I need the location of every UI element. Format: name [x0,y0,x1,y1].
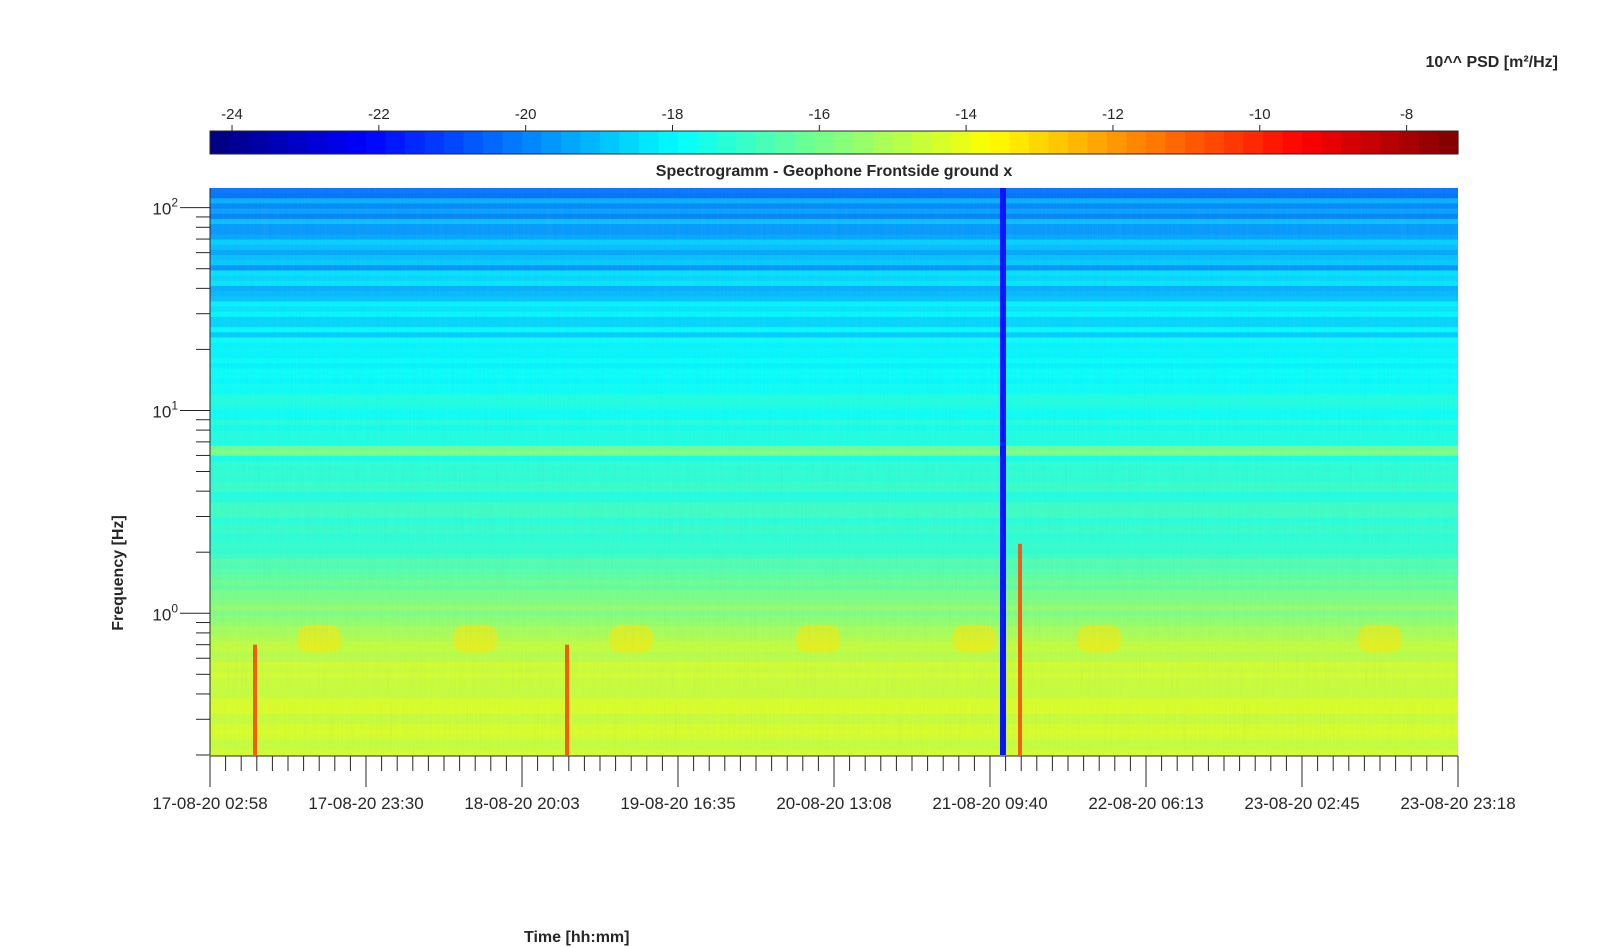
y-tick-label: 100 [152,601,178,624]
colorbar-swatch [229,131,250,154]
colorbar-tick-label: -14 [955,106,977,123]
colorbar-swatch [1282,131,1303,154]
colorbar-swatch [970,131,991,154]
colorbar-swatch [561,131,582,154]
colorbar-swatch [1438,131,1459,154]
colorbar-swatch [502,131,523,154]
x-tick-label: 19-08-20 16:35 [620,794,735,813]
colorbar-swatch [1419,131,1440,154]
y-tick-label: 101 [152,398,178,421]
colorbar-label: 10^^ PSD [m²/Hz] [1425,54,1558,71]
colorbar-swatch [814,131,835,154]
y-tick-label: 102 [152,196,178,219]
colorbar-swatch [366,131,387,154]
colorbar-swatch [424,131,445,154]
colorbar-swatch [1204,131,1225,154]
x-tick-label: 23-08-20 02:45 [1244,794,1359,813]
colorbar-swatch [619,131,640,154]
colorbar-swatch [307,131,328,154]
colorbar: -24 -22 -20 -18 -16 -14 -12 -10 -8 [209,106,1459,155]
x-tick-label: 17-08-20 02:58 [152,794,267,813]
colorbar-swatch [288,131,309,154]
colorbar-swatch [249,131,270,154]
colorbar-tick-label: -18 [662,106,684,123]
colorbar-swatch [385,131,406,154]
colorbar-swatch [873,131,894,154]
colorbar-swatch [1165,131,1186,154]
y-axis-label: Frequency [Hz] [110,515,127,631]
colorbar-swatch [1107,131,1128,154]
colorbar-swatch [912,131,933,154]
colorbar-tick-label: -24 [221,106,243,123]
colorbar-swatch [1185,131,1206,154]
colorbar-swatch [931,131,952,154]
spectrogram-plot [210,188,1458,756]
x-tick-label: 17-08-20 23:30 [308,794,423,813]
colorbar-tick-label: -22 [368,106,390,123]
colorbar-swatch [1068,131,1089,154]
x-tick-label: 18-08-20 20:03 [464,794,579,813]
colorbar-swatch [268,131,289,154]
colorbar-swatch [327,131,348,154]
colorbar-swatch [639,131,660,154]
colorbar-swatch [834,131,855,154]
colorbar-frame [209,130,1459,155]
noise-texture [210,188,1458,755]
chart-title: Spectrogramm - Geophone Frontside ground… [655,163,1013,180]
colorbar-swatch [1224,131,1245,154]
colorbar-swatch [756,131,777,154]
colorbar-swatch [600,131,621,154]
colorbar-tick-label: -10 [1249,106,1271,123]
colorbar-swatch [210,131,231,154]
colorbar-swatch [1263,131,1284,154]
colorbar-swatch [1360,131,1381,154]
colorbar-swatch [717,131,738,154]
colorbar-swatch [483,131,504,154]
colorbar-swatch [678,131,699,154]
colorbar-swatch [736,131,757,154]
y-tick-exponent: 1 [171,398,178,412]
colorbar-swatch [346,131,367,154]
colorbar-tick-label: -8 [1400,106,1413,123]
colorbar-tick-label: -20 [515,106,537,123]
colorbar-swatch [405,131,426,154]
colorbar-swatch [775,131,796,154]
colorbar-swatch [1380,131,1401,154]
x-tick-label: 22-08-20 06:13 [1088,794,1203,813]
colorbar-swatch [892,131,913,154]
colorbar-swatch [541,131,562,154]
colorbar-swatch [1087,131,1108,154]
colorbar-swatch [951,131,972,154]
colorbar-swatch [1321,131,1342,154]
colorbar-swatch [990,131,1011,154]
colorbar-swatch [1341,131,1362,154]
colorbar-swatch [444,131,465,154]
colorbar-swatch [853,131,874,154]
colorbar-swatch [658,131,679,154]
colorbar-swatch [1048,131,1069,154]
colorbar-swatch [580,131,601,154]
x-tick-label: 21-08-20 09:40 [932,794,1047,813]
colorbar-swatch [1029,131,1050,154]
colorbar-swatch [1302,131,1323,154]
colorbar-swatch [1146,131,1167,154]
x-axis-label: Time [hh:mm] [524,929,630,946]
colorbar-swatch [697,131,718,154]
colorbar-swatch [1243,131,1264,154]
y-tick-exponent: 2 [171,196,178,210]
colorbar-swatch [1009,131,1030,154]
colorbar-swatch [795,131,816,154]
colorbar-swatch [1399,131,1420,154]
colorbar-swatch [463,131,484,154]
colorbar-swatch [522,131,543,154]
colorbar-tick-label: -16 [808,106,830,123]
y-tick-exponent: 0 [171,601,178,615]
colorbar-swatch [1126,131,1147,154]
x-tick-label: 20-08-20 13:08 [776,794,891,813]
x-tick-label: 23-08-20 23:18 [1400,794,1515,813]
colorbar-tick-label: -12 [1102,106,1124,123]
